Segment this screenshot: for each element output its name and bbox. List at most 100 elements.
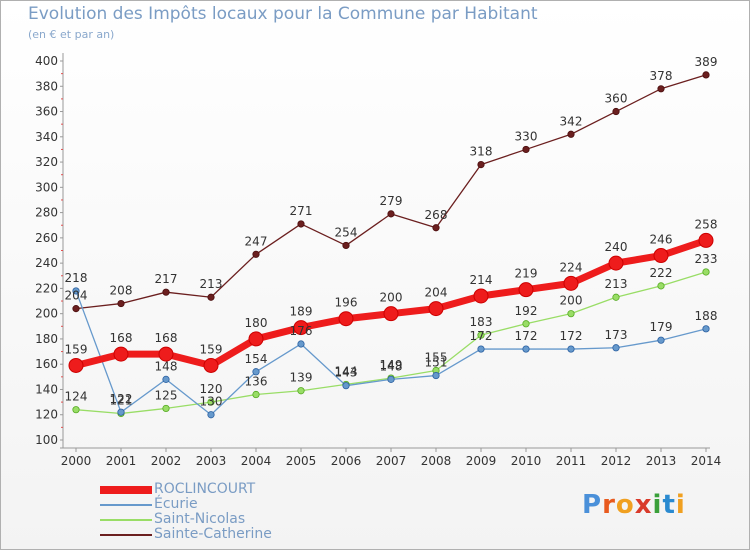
data-label: 159 — [200, 342, 223, 356]
data-label: 155 — [425, 351, 448, 365]
data-label: 168 — [155, 331, 178, 345]
legend-label: ROCLINCOURT — [154, 481, 256, 497]
data-label: 378 — [650, 69, 673, 83]
x-tick-label: 2005 — [286, 454, 317, 468]
data-point — [252, 250, 260, 258]
data-label: 192 — [515, 304, 538, 318]
data-label: 342 — [560, 114, 583, 128]
x-tick-label: 2000 — [61, 454, 92, 468]
data-label: 189 — [290, 305, 313, 319]
data-point — [248, 331, 264, 347]
data-point — [612, 344, 620, 352]
x-tick-label: 2007 — [376, 454, 407, 468]
data-point — [207, 398, 215, 406]
data-point — [612, 107, 620, 116]
chart-title: Evolution des Impôts locaux pour la Comm… — [28, 4, 538, 24]
data-label: 172 — [560, 329, 583, 343]
data-label: 279 — [380, 194, 403, 208]
data-label: 154 — [245, 352, 268, 366]
data-point — [252, 390, 260, 399]
brand-letter: t — [662, 490, 676, 520]
data-point — [68, 357, 84, 373]
data-point — [117, 408, 125, 416]
data-label: 217 — [155, 272, 178, 286]
x-tick-label: 2008 — [421, 454, 452, 468]
data-label: 159 — [65, 342, 88, 356]
y-tick-label: 220 — [35, 281, 58, 295]
data-point — [522, 345, 530, 353]
data-point — [653, 248, 669, 264]
data-label: 200 — [560, 294, 583, 308]
data-point — [297, 340, 305, 348]
data-point — [657, 85, 665, 93]
data-point — [342, 382, 350, 390]
data-label: 233 — [695, 252, 718, 266]
data-point — [252, 368, 260, 376]
data-label: 136 — [245, 375, 268, 389]
brand-letter: r — [602, 490, 616, 520]
data-point — [158, 346, 174, 362]
data-point — [477, 160, 485, 169]
data-label: 213 — [200, 277, 223, 291]
data-point — [162, 288, 170, 296]
data-point — [567, 345, 575, 353]
data-label: 389 — [695, 55, 718, 69]
data-point — [567, 310, 575, 318]
data-point — [657, 336, 665, 344]
y-tick-label: 320 — [35, 155, 58, 169]
x-tick-label: 2013 — [646, 454, 677, 468]
data-point — [383, 306, 399, 322]
data-point — [698, 232, 714, 248]
y-tick-label: 120 — [35, 408, 58, 422]
data-point — [702, 325, 710, 333]
data-point — [702, 71, 710, 79]
x-tick-label: 2003 — [196, 454, 227, 468]
y-tick-label: 100 — [35, 433, 58, 447]
data-point — [342, 241, 350, 250]
data-point — [203, 357, 219, 373]
data-label: 172 — [470, 329, 493, 343]
data-label: 214 — [470, 273, 493, 287]
data-point — [293, 320, 309, 336]
data-label: 176 — [290, 324, 313, 338]
x-tick-label: 2012 — [601, 454, 632, 468]
data-point — [428, 301, 444, 317]
data-label: 183 — [470, 315, 493, 329]
data-label: 144 — [335, 364, 358, 378]
data-label: 318 — [470, 145, 493, 159]
data-label: 139 — [290, 371, 313, 385]
x-tick-label: 2002 — [151, 454, 182, 468]
brand-letter: o — [615, 490, 635, 520]
data-label: 180 — [245, 316, 268, 330]
data-point — [432, 371, 440, 380]
data-label: 360 — [605, 92, 628, 106]
data-label: 120 — [200, 382, 223, 396]
data-point — [522, 320, 530, 328]
data-label: 148 — [380, 359, 403, 373]
data-label: 149 — [380, 358, 403, 372]
data-label: 179 — [650, 320, 673, 334]
proxiti-logo: Proxiti — [582, 490, 686, 520]
x-tick-label: 2010 — [511, 454, 542, 468]
data-label: 188 — [695, 309, 718, 323]
data-point — [387, 375, 395, 383]
data-label: 254 — [335, 225, 358, 239]
data-label: 125 — [155, 388, 178, 402]
data-point — [612, 293, 620, 301]
y-tick-label: 240 — [35, 256, 58, 270]
data-point — [207, 411, 215, 419]
y-tick-label: 380 — [35, 79, 58, 93]
data-point — [72, 305, 80, 313]
data-label: 173 — [605, 328, 628, 342]
data-label: 222 — [650, 266, 673, 280]
data-label: 124 — [65, 390, 88, 404]
data-label: 218 — [65, 271, 88, 285]
brand-letter: i — [675, 490, 686, 520]
data-point — [477, 331, 485, 339]
chart-subtitle: (en € et par an) — [28, 28, 115, 41]
data-label: 258 — [695, 217, 718, 231]
data-point — [518, 282, 534, 298]
x-tick-label: 2009 — [466, 454, 497, 468]
